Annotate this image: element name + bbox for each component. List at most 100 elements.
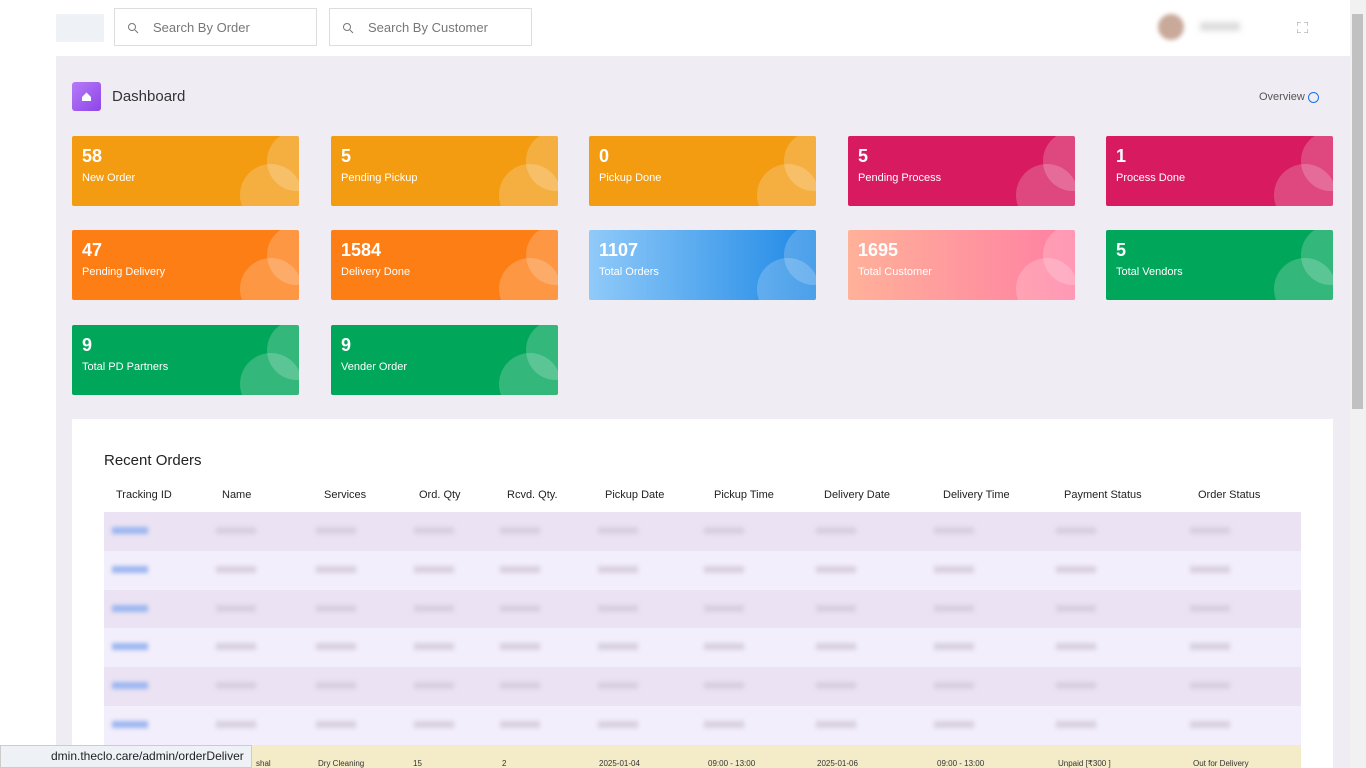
blurred-row xyxy=(104,550,1301,590)
card-value: 0 xyxy=(599,146,610,166)
blurred-cell xyxy=(816,643,856,651)
card-value: 1 xyxy=(1116,146,1127,166)
blurred-cell xyxy=(598,682,638,690)
card-label: Delivery Done xyxy=(341,266,411,278)
blurred-cell xyxy=(598,721,638,728)
blurred-cell xyxy=(500,527,540,534)
blurred-cell xyxy=(1190,527,1230,534)
decor xyxy=(1016,164,1075,206)
user-name[interactable] xyxy=(1200,22,1240,31)
blurred-row xyxy=(104,512,1301,551)
blurred-row xyxy=(104,706,1301,745)
top-bar: Search By Order Search By Customer xyxy=(0,0,1350,56)
card-value: 47 xyxy=(82,240,103,260)
stat-card[interactable]: 5 Pending Pickup xyxy=(331,136,558,206)
blurred-cell xyxy=(598,565,638,573)
stat-card[interactable]: 47 Pending Delivery xyxy=(72,230,299,300)
blurred-cell xyxy=(816,721,856,728)
blurred-cell xyxy=(1190,721,1230,728)
blurred-cell xyxy=(500,565,540,573)
blurred-cell xyxy=(934,527,974,534)
card-label: Total Vendors xyxy=(1116,266,1183,278)
card-value: 5 xyxy=(341,146,352,166)
card-label: Total Orders xyxy=(599,266,659,278)
stat-card[interactable]: 1 Process Done xyxy=(1106,136,1333,206)
card-label: Total Customer xyxy=(858,266,932,278)
blurred-cell xyxy=(216,682,256,690)
blurred-cell xyxy=(934,565,974,573)
column-header: Services xyxy=(324,489,367,501)
blurred-cell xyxy=(414,721,454,728)
column-header: Rcvd. Qty. xyxy=(507,489,558,501)
column-header: Delivery Time xyxy=(943,489,1010,501)
decor xyxy=(499,164,558,206)
stat-card[interactable]: 0 Pickup Done xyxy=(589,136,816,206)
stat-card[interactable]: 1695 Total Customer xyxy=(848,230,1075,300)
blurred-row xyxy=(104,589,1301,629)
blurred-cell xyxy=(414,643,454,651)
table-cell: Out for Delivery xyxy=(1193,759,1249,768)
placeholder: Search By Order xyxy=(153,20,250,35)
decor xyxy=(757,258,816,300)
search-customer[interactable]: Search By Customer xyxy=(329,8,532,46)
scroll-thumb[interactable] xyxy=(1352,14,1363,409)
blurred-row xyxy=(104,667,1301,707)
column-header: Tracking ID xyxy=(116,489,172,501)
blurred-cell xyxy=(316,721,356,728)
decor xyxy=(240,164,299,206)
table-cell: 2025-01-06 xyxy=(817,759,858,768)
overview-link[interactable]: Overview xyxy=(1259,91,1319,103)
blurred-cell xyxy=(704,721,744,728)
blurred-cell xyxy=(414,682,454,690)
blurred-cell xyxy=(816,527,856,534)
blurred-cell xyxy=(934,643,974,651)
blurred-cell xyxy=(500,604,540,612)
blurred-cell xyxy=(216,565,256,573)
blurred-cell xyxy=(1190,565,1230,573)
blurred-cell xyxy=(216,721,256,728)
card-value: 5 xyxy=(858,146,869,166)
decor xyxy=(240,353,299,395)
stat-card[interactable]: 58 New Order xyxy=(72,136,299,206)
stat-card[interactable]: 9 Vender Order xyxy=(331,325,558,395)
blurred-cell xyxy=(112,527,148,534)
card-value: 9 xyxy=(82,335,93,355)
blurred-cell xyxy=(816,565,856,573)
table-cell: Unpaid [₹300 ] xyxy=(1058,759,1111,768)
card-label: New Order xyxy=(82,172,136,184)
stat-card[interactable]: 1584 Delivery Done xyxy=(331,230,558,300)
fullscreen[interactable] xyxy=(1297,22,1308,33)
column-header: Pickup Time xyxy=(714,489,774,501)
blurred-cell xyxy=(1056,604,1096,612)
search-order[interactable]: Search By Order xyxy=(114,8,317,46)
scrollbar[interactable] xyxy=(1350,0,1366,768)
blurred-cell xyxy=(112,682,148,690)
overview-text: Overview xyxy=(1259,91,1305,103)
blurred-cell xyxy=(112,565,148,573)
stat-card[interactable]: 5 Total Vendors xyxy=(1106,230,1333,300)
table-cell: 2025-01-04 xyxy=(599,759,640,768)
avatar[interactable] xyxy=(1158,14,1184,40)
decor xyxy=(1274,164,1333,206)
stat-card[interactable]: 1107 Total Orders xyxy=(589,230,816,300)
card-label: Vender Order xyxy=(341,361,408,373)
column-header: Delivery Date xyxy=(824,489,891,501)
table-title: Recent Orders xyxy=(104,452,202,469)
decor xyxy=(499,353,558,395)
blurred-cell xyxy=(1056,643,1096,651)
column-header: Order Status xyxy=(1198,489,1261,501)
table-cell: Dry Cleaning xyxy=(318,759,365,768)
card-value: 5 xyxy=(1116,240,1127,260)
blurred-cell xyxy=(598,604,638,612)
table-cell: 15 xyxy=(413,759,422,768)
sidebar xyxy=(0,0,56,768)
stat-card[interactable]: 9 Total PD Partners xyxy=(72,325,299,395)
blurred-cell xyxy=(934,682,974,690)
blurred-cell xyxy=(414,565,454,573)
blurred-cell xyxy=(1056,565,1096,573)
blurred-cell xyxy=(1056,721,1096,728)
stat-card[interactable]: 5 Pending Process xyxy=(848,136,1075,206)
blurred-cell xyxy=(414,604,454,612)
table-cell: 09:00 - 13:00 xyxy=(708,759,756,768)
